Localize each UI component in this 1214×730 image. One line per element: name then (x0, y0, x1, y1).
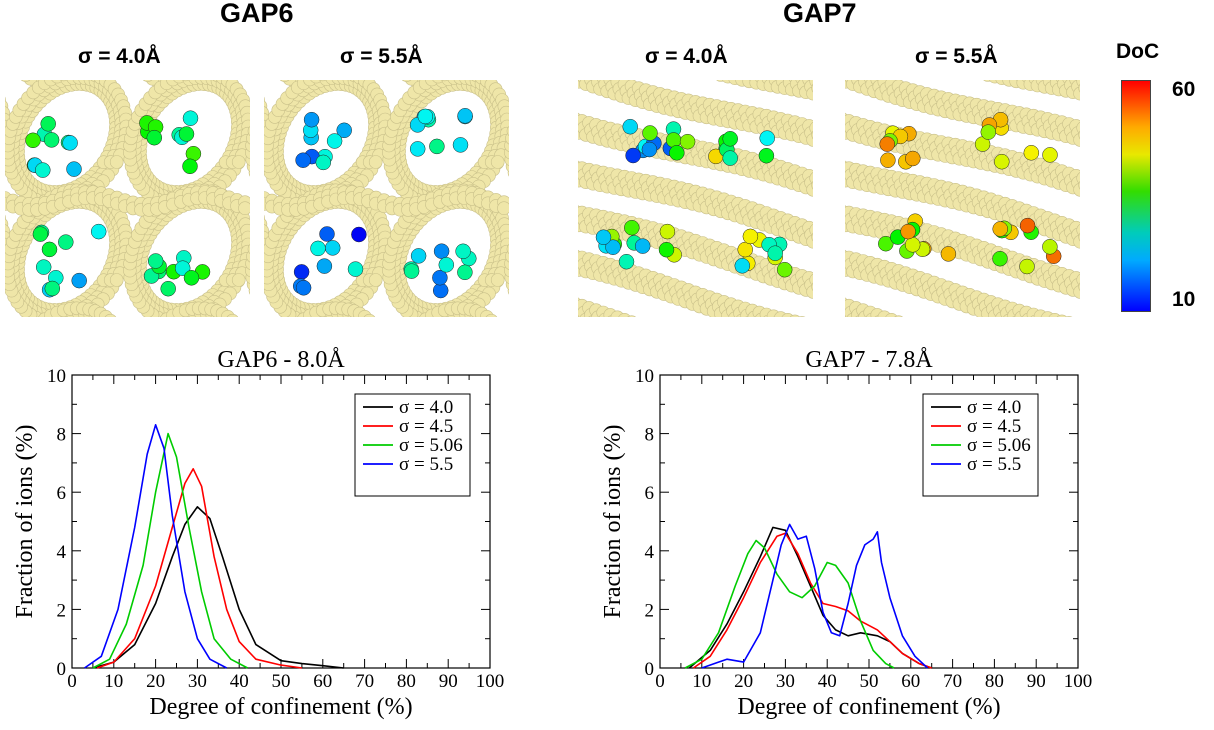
chart-1-x-tick-label: 100 (1064, 671, 1093, 692)
chart-0-x-tick-label: 0 (67, 671, 77, 692)
gap7-doc-distribution-chart: GAP7 - 7.8Å 0 10 20 30 40 50 60 70 80 90 100 0 2 4 6 8 10… (560, 330, 1160, 730)
chart-0-x-tick-label: 80 (397, 671, 416, 692)
chart-0-y-tick-label: 4 (57, 542, 67, 563)
chart-1-x-tick-label: 10 (692, 671, 711, 692)
chart-0-y-tick-label: 0 (57, 659, 67, 680)
chart-1-y-tick-label: 8 (645, 425, 655, 446)
chart-1-x-tick-label: 70 (943, 671, 962, 692)
gap6-title: GAP6 (220, 0, 294, 29)
gap6-sigma-left-label: σ = 4.0Å (78, 45, 161, 69)
gap6-sigma-right-label: σ = 5.5Å (340, 45, 423, 69)
gap7-sigma-left-label: σ = 4.0Å (645, 45, 728, 69)
chart-0-series-line-1 (97, 469, 302, 668)
chart-1-x-tick-label: 80 (985, 671, 1004, 692)
chart-1-x-tick-label: 40 (818, 671, 837, 692)
chart-0-y-tick-label: 10 (47, 366, 66, 387)
gap7-title: GAP7 (783, 0, 857, 29)
gap6-doc-distribution-chart: GAP6 - 8.0Å 0 10 20 30 40 50 60 70 80 90 100 0 2 4 6 8 10… (0, 330, 560, 730)
chart-1-x-tick-label: 20 (734, 671, 753, 692)
gap7-structure-sigma-5.5-image (845, 80, 1080, 317)
chart-0-x-tick-label: 30 (188, 671, 207, 692)
chart-0-title: GAP6 - 8.0Å (217, 347, 345, 373)
chart-0-x-tick-label: 50 (272, 671, 291, 692)
chart-0-y-tick-label: 6 (57, 483, 67, 504)
chart-1-x-axis-label: Degree of confinement (%) (737, 694, 1000, 720)
gap7-structure-sigma-4-image (578, 80, 813, 317)
chart-0-series-line-2 (93, 434, 248, 668)
chart-1-title: GAP7 - 7.8Å (805, 347, 933, 373)
chart-1-legend-label-0: σ = 4.0 (967, 397, 1021, 418)
chart-0-legend-label-0: σ = 4.0 (399, 397, 453, 418)
chart-1-y-tick-label: 4 (645, 542, 655, 563)
colorbar-max-label: 60 (1172, 78, 1195, 102)
chart-0-legend-label-1: σ = 4.5 (399, 416, 453, 437)
chart-1-legend-label-3: σ = 5.5 (967, 454, 1021, 475)
chart-1-legend-label-2: σ = 5.06 (967, 435, 1031, 456)
chart-0-x-tick-label: 60 (313, 671, 332, 692)
chart-0-legend-label-3: σ = 5.5 (399, 454, 453, 475)
colorbar-title: DoC (1116, 40, 1159, 64)
chart-1-x-tick-label: 0 (655, 671, 665, 692)
chart-0-legend-label-2: σ = 5.06 (399, 435, 463, 456)
chart-0-x-tick-label: 70 (355, 671, 374, 692)
chart-0-y-tick-label: 8 (57, 425, 67, 446)
chart-0-x-tick-label: 100 (476, 671, 505, 692)
chart-1-x-tick-label: 50 (860, 671, 879, 692)
chart-1-y-tick-label: 6 (645, 483, 655, 504)
chart-1-legend-label-1: σ = 4.5 (967, 416, 1021, 437)
chart-1-y-axis-label: Fraction of ions (%) (600, 425, 626, 619)
chart-0-y-axis-label: Fraction of ions (%) (12, 425, 38, 619)
chart-0-x-tick-label: 90 (439, 671, 458, 692)
gap7-sigma-right-label: σ = 5.5Å (915, 45, 998, 69)
chart-1-y-tick-label: 10 (635, 366, 654, 387)
chart-1-x-tick-label: 30 (776, 671, 795, 692)
chart-0-x-tick-label: 20 (146, 671, 165, 692)
chart-1-y-tick-label: 2 (645, 600, 655, 621)
chart-1-x-tick-label: 90 (1027, 671, 1046, 692)
chart-1-y-tick-label: 0 (645, 659, 655, 680)
chart-1-x-tick-label: 60 (901, 671, 920, 692)
gap6-structure-sigma-5.5-image (264, 80, 509, 317)
chart-0-x-tick-label: 40 (230, 671, 249, 692)
gap6-structure-sigma-4-image (5, 80, 250, 317)
chart-0-x-axis-label: Degree of confinement (%) (149, 694, 412, 720)
chart-1-series-line-2 (685, 541, 894, 669)
colorbar-min-label: 10 (1172, 288, 1195, 312)
chart-0-series-line-3 (85, 425, 227, 668)
doc-colorbar (1121, 80, 1151, 312)
chart-0-x-tick-label: 10 (104, 671, 123, 692)
chart-0-y-tick-label: 2 (57, 600, 67, 621)
